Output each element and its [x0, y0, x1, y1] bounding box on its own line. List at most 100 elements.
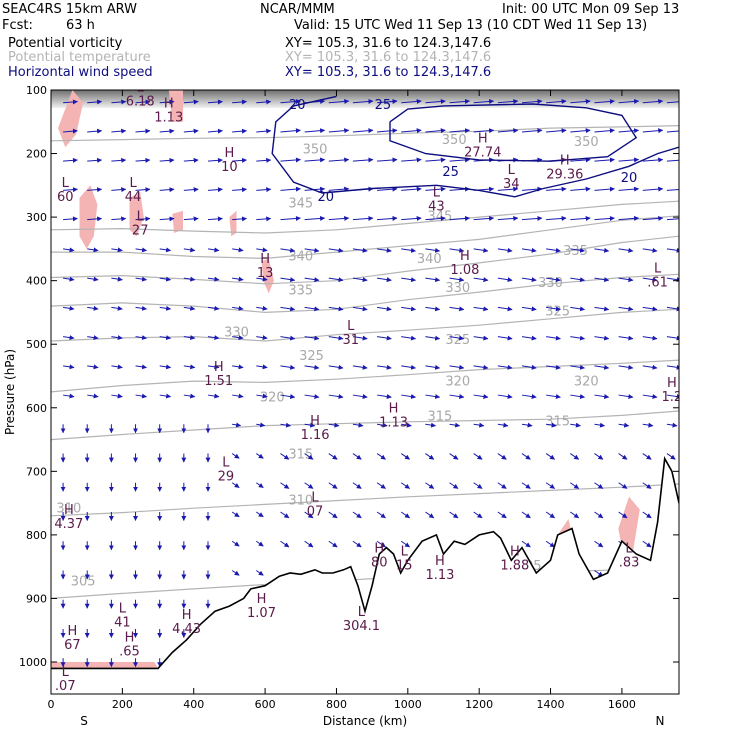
wind-vector: [425, 511, 435, 519]
wind-vector: [666, 218, 679, 221]
wind-vector: [473, 364, 489, 370]
fcst-value: 63 h: [66, 18, 95, 33]
wind-vector: [666, 101, 679, 104]
wind-vector: [570, 306, 585, 312]
wind-vector: [449, 215, 470, 221]
pv-extremum-value: 304.1: [343, 619, 380, 634]
wind-vector: [425, 453, 435, 460]
wind-vector: [352, 422, 364, 428]
pv-extremum-type: H: [478, 131, 488, 146]
wind-vector: [159, 128, 175, 134]
pv-extremum-value: 1.13: [379, 415, 408, 430]
wind-vector: [666, 188, 679, 191]
x-tick-label: 200: [112, 698, 133, 711]
wind-vector: [63, 335, 75, 341]
wind-vector: [352, 511, 362, 519]
wind-vector: [473, 98, 495, 104]
wind-vector: [546, 215, 567, 221]
wind-vector: [642, 215, 664, 221]
wind-vector: [401, 215, 422, 221]
wind-vector: [256, 453, 264, 459]
plot-border: [50, 89, 680, 695]
wind-vector: [666, 130, 679, 133]
pv-shaded-region: [79, 185, 98, 249]
pv-extremum-value: 1.07: [247, 606, 276, 621]
pv-extremum-type: H: [260, 252, 270, 267]
wind-vector: [232, 422, 242, 428]
wind-vector: [328, 98, 350, 104]
wind-vector: [207, 99, 223, 105]
wind-vector: [400, 453, 411, 460]
wind-vector: [594, 98, 615, 104]
wind-vector: [449, 128, 470, 134]
wind-vector: [135, 216, 151, 222]
y-tick-label: 200: [26, 148, 47, 161]
pv-shaded-region: [51, 662, 158, 669]
wind-vector: [546, 335, 561, 341]
wind-vector: [232, 393, 244, 399]
pv-extremum-value: 6.18: [126, 95, 155, 110]
wind-vector: [207, 276, 220, 282]
wind-vector: [232, 364, 244, 370]
x-tick-label: 1600: [608, 698, 636, 711]
theta-contour-350: [51, 125, 679, 142]
wind-vector: [666, 159, 679, 162]
wind-vector: [232, 335, 244, 341]
pv-extremum-type: H: [225, 146, 235, 161]
wind-vector: [618, 335, 634, 341]
stratosphere-pv-shading: [51, 90, 679, 108]
wind-vector: [63, 247, 75, 253]
theta-contour-label: 350: [303, 143, 328, 158]
wind-vector: [618, 157, 640, 163]
wind-vector: [449, 247, 465, 253]
x-tick-label: 1400: [537, 698, 565, 711]
wind-vector: [546, 394, 561, 400]
wind-vector: [232, 247, 244, 253]
pv-extremum-type: H: [374, 541, 384, 556]
wind-vector: [280, 364, 296, 370]
pv-extremum-value: 07: [307, 504, 324, 519]
wind-vector: [328, 422, 340, 428]
wind-speed-contour-label: 25: [442, 165, 459, 180]
wind-vector: [545, 453, 556, 460]
wind-vector: [256, 276, 268, 282]
x-tick-label: 1200: [465, 698, 493, 711]
theta-contour-label: 350: [574, 135, 599, 150]
wind-vector: [304, 157, 326, 163]
wind-vector: [618, 277, 634, 283]
wind-vector: [280, 247, 296, 253]
wind-vector: [304, 394, 320, 400]
pv-extremum-type: H: [164, 96, 174, 111]
theta-contour-340: [51, 215, 679, 260]
wind-vector: [400, 540, 411, 548]
wind-vector: [207, 247, 220, 253]
theta-contour-label: 325: [299, 349, 324, 364]
wind-vector: [521, 364, 537, 370]
wind-vector: [618, 511, 628, 519]
wind-vector: [328, 511, 338, 519]
wind-vector: [497, 186, 519, 192]
wind-vector: [449, 335, 465, 341]
field-pv-xy: XY= 105.3, 31.6 to 124.3,147.6: [285, 36, 492, 51]
theta-contour-label: 320: [260, 390, 285, 405]
wind-vector: [232, 187, 247, 193]
y-tick-label: 700: [26, 465, 47, 478]
wind-vector: [183, 157, 199, 163]
wind-vector: [449, 157, 470, 163]
wind-vector: [545, 540, 556, 548]
pv-extremum-value: 1.88: [500, 558, 529, 573]
wind-vector: [135, 99, 151, 105]
y-tick-label: 800: [26, 529, 47, 542]
wind-vector: [497, 482, 507, 489]
wind-vector: [328, 277, 344, 283]
wind-vector: [352, 540, 362, 548]
field-theta-name: Potential temperature: [8, 50, 151, 65]
wind-vector: [207, 305, 220, 311]
pv-extremum-value: 43: [428, 199, 445, 214]
pv-extremum-value: 15: [396, 558, 413, 573]
wind-vector: [159, 393, 172, 399]
wind-vector: [449, 306, 465, 312]
wind-vector: [546, 186, 567, 192]
wind-vector: [570, 186, 591, 192]
